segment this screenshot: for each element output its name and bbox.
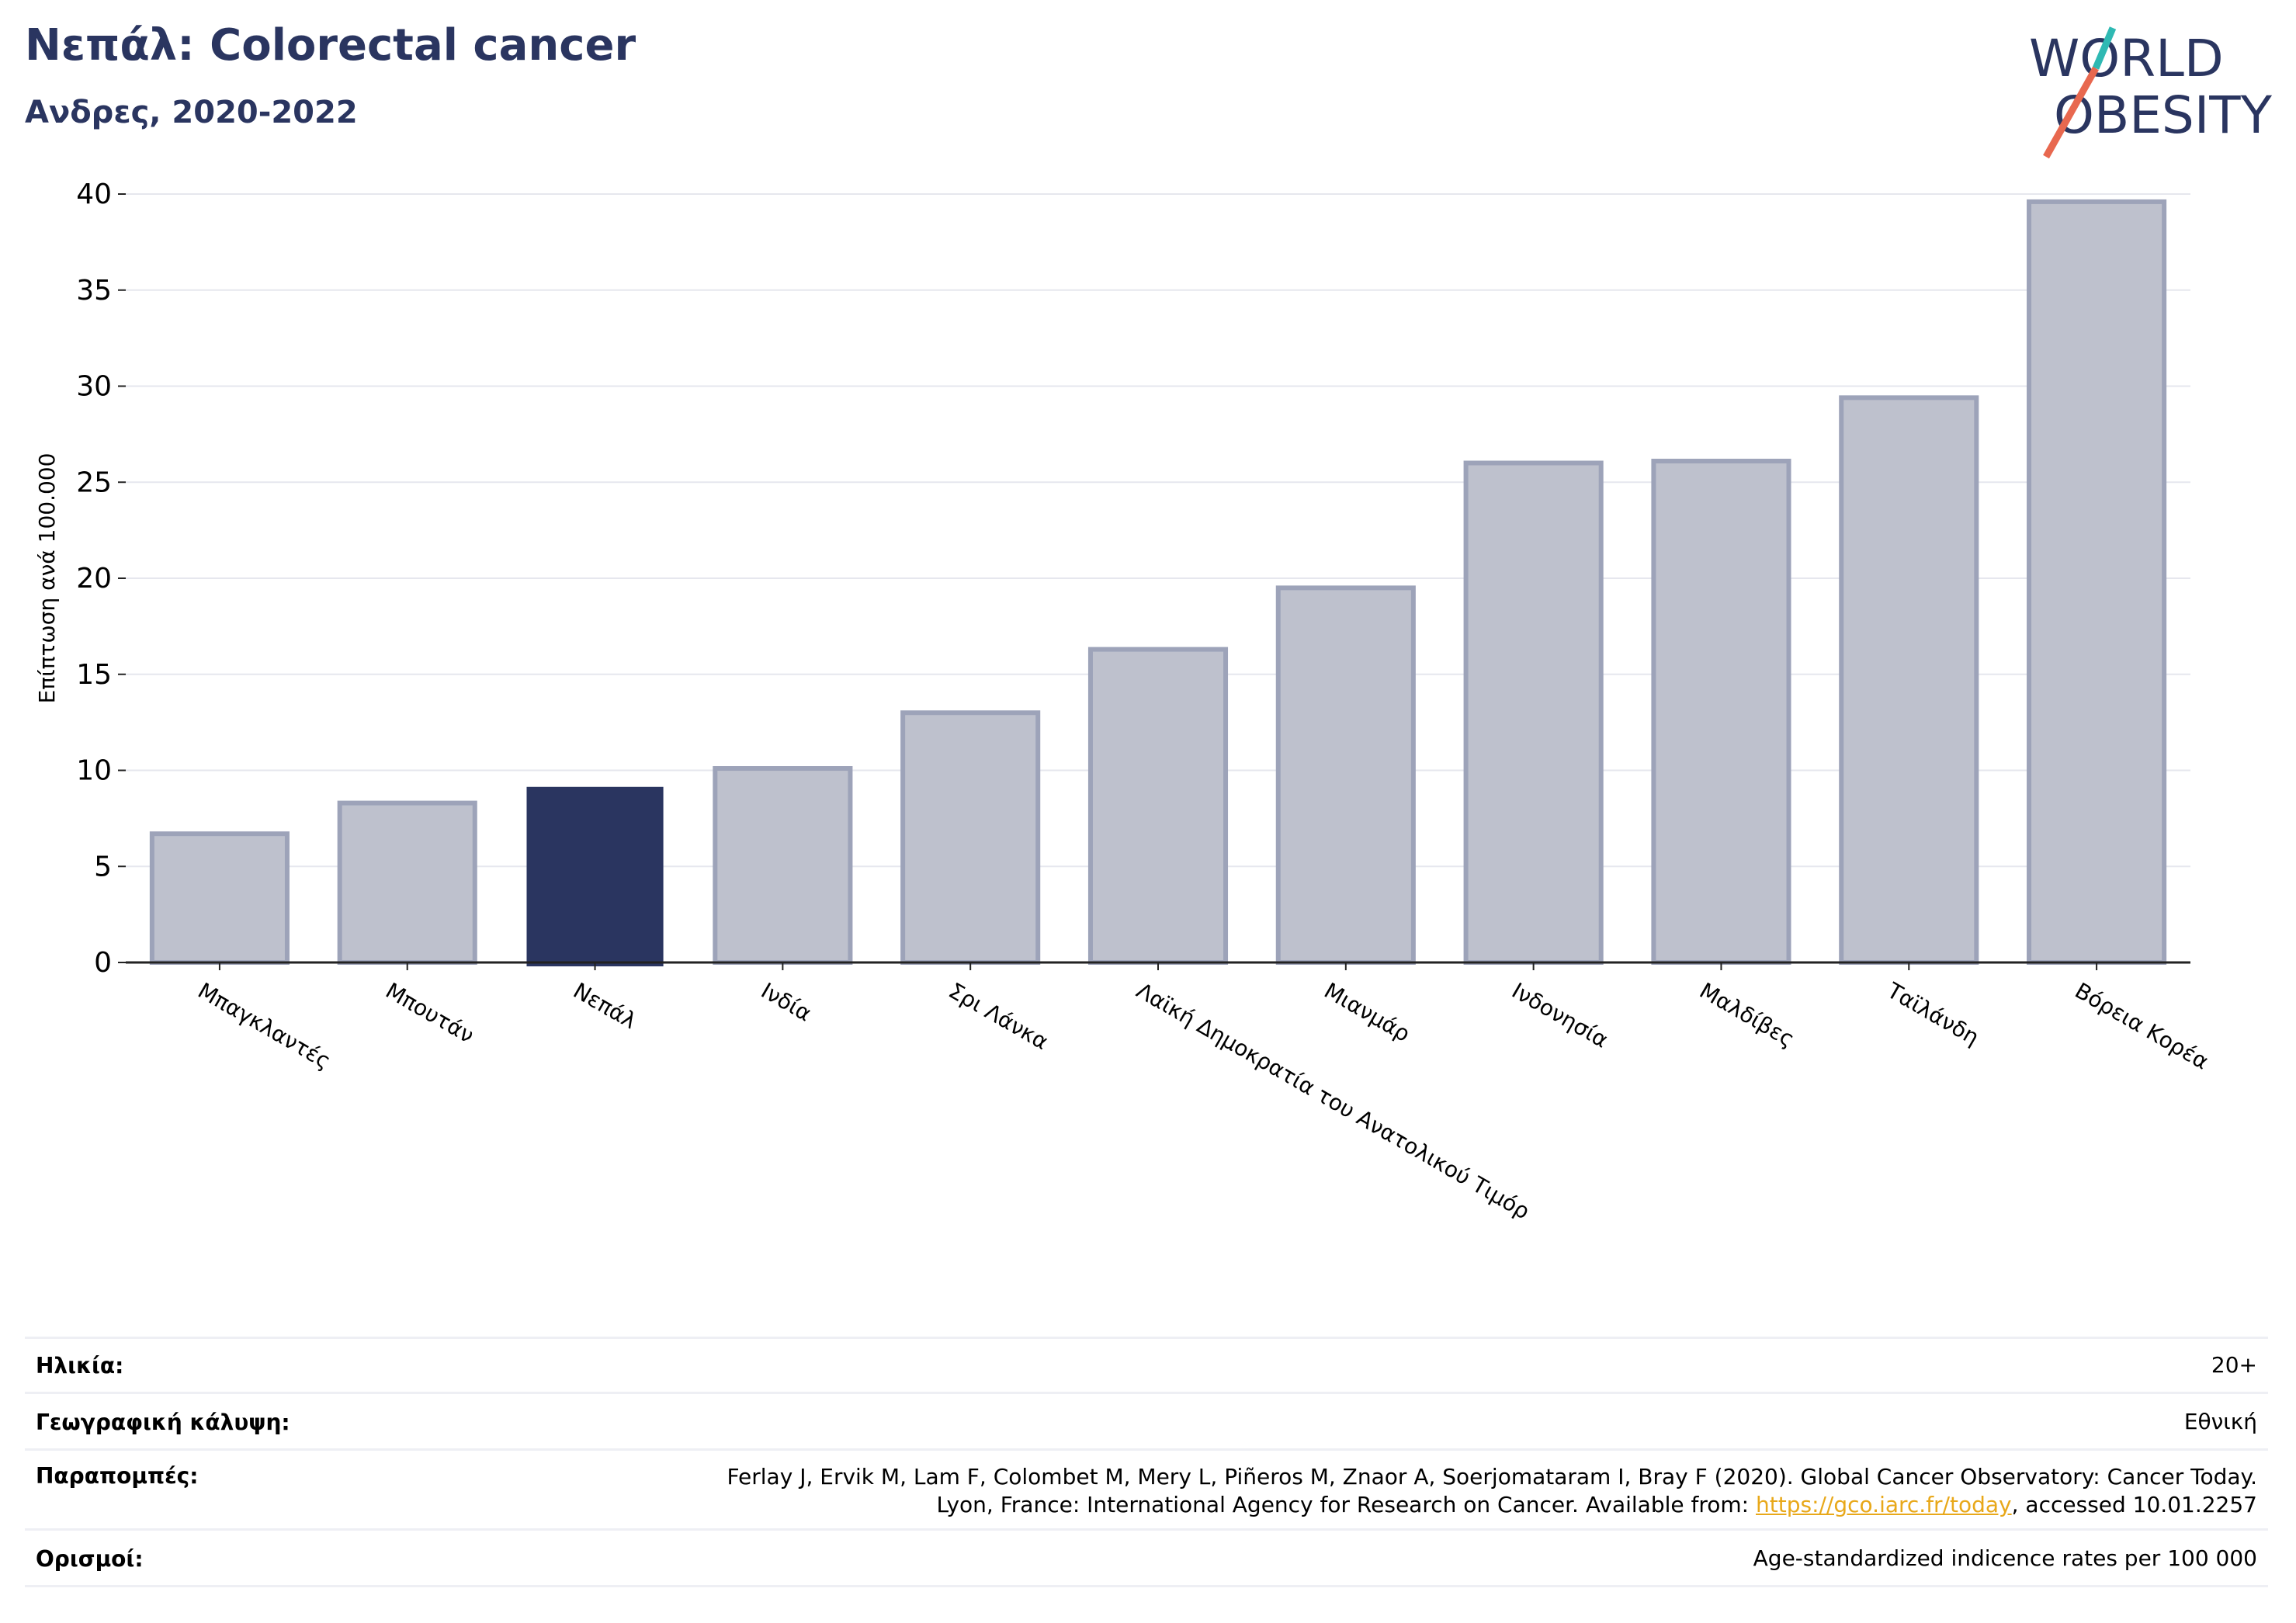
bar-6 (1087, 647, 1229, 965)
info-row-definitions: Ορισμοί: Age-standardized indicence rate… (25, 1528, 2268, 1587)
logo-slash-teal (2092, 26, 2117, 70)
definitions-label: Ορισμοί: (36, 1546, 144, 1572)
bar-2 (337, 800, 477, 965)
logo-slash-coral (2043, 66, 2099, 159)
x-tick-label: Ινδονησία (1507, 977, 1612, 1053)
x-tick-label: Ινδία (757, 977, 816, 1026)
bar-1 (149, 831, 290, 966)
bar-chart: 0 5 10 15 20 25 30 35 40 Μπαγκλαντές Μπουτάν Νεπάλ Ι… (34, 179, 2214, 1225)
x-tick-label: Μιανμάρ (1320, 977, 1414, 1046)
y-tick-label: 40 (76, 179, 112, 210)
definitions-value: Age-standardized indicence rates per 100… (1753, 1545, 2257, 1571)
references-label: Παραπομπές: (36, 1463, 199, 1489)
axes (118, 193, 2190, 970)
y-tick-label: 5 (94, 851, 112, 883)
references-line2-pre: Lyon, France: International Agency for R… (936, 1492, 1756, 1517)
coverage-label: Γεωγραφική κάλυψη: (36, 1410, 290, 1435)
references-link[interactable]: https://gco.iarc.fr/today (1756, 1492, 2012, 1517)
x-tick-label: Μαλδίβες (1695, 977, 1799, 1052)
bar-9 (1651, 459, 1791, 965)
chart-subtitle: Ανδρες, 2020-2022 (25, 95, 358, 130)
y-tick-label: 10 (76, 755, 112, 787)
references-line1: Ferlay J, Ervik M, Lam F, Colombet M, Me… (727, 1464, 2257, 1489)
info-table: Ηλικία: 20+ Γεωγραφική κάλυψη: Εθνική Πα… (25, 1337, 2268, 1587)
bar-3 (526, 786, 664, 967)
info-row-age: Ηλικία: 20+ (25, 1337, 2268, 1392)
age-label: Ηλικία: (36, 1353, 124, 1379)
references-line2-post: , accessed 10.01.2257 (2011, 1492, 2257, 1517)
bar-10 (1839, 395, 1979, 965)
logo-word-obesity: OBESITY (2054, 85, 2273, 145)
bar-11 (2027, 199, 2167, 965)
y-axis-label: Επίπτωση ανά 100.000 (34, 453, 60, 704)
y-tick-label: 0 (94, 947, 112, 979)
world-obesity-logo: WORLD OBESITY (2029, 26, 2273, 159)
x-tick-label: Βόρεια Κορέα (2071, 977, 2214, 1074)
x-tick-label: Μπουτάν (381, 977, 478, 1048)
chart-title: Νεπάλ: Colorectal cancer (25, 20, 636, 71)
y-tick-label: 25 (76, 466, 112, 498)
logo-word-world: WORLD (2029, 29, 2224, 88)
info-row-references: Παραπομπές: Ferlay J, Ervik M, Lam F, Co… (25, 1448, 2268, 1528)
x-tick-label: Ταϊλάνδη (1882, 977, 1983, 1050)
bar-7 (1275, 585, 1416, 965)
references-value: Ferlay J, Ervik M, Lam F, Colombet M, Me… (727, 1463, 2257, 1519)
x-tick-label: Μπαγκλαντές (193, 977, 335, 1073)
y-tick-label: 30 (76, 371, 112, 403)
x-tick-label: Νεπάλ (569, 977, 641, 1034)
x-tick-label: Λαϊκή Δημοκρατία του Ανατολικού Τιμόρ (1132, 977, 1535, 1224)
bars (149, 199, 2167, 967)
y-tick-label: 15 (76, 659, 112, 691)
y-tick-label: 35 (76, 275, 112, 307)
age-value: 20+ (2211, 1352, 2257, 1378)
info-row-coverage: Γεωγραφική κάλυψη: Εθνική (25, 1392, 2268, 1448)
bar-5 (900, 710, 1041, 965)
coverage-value: Εθνική (2183, 1409, 2257, 1434)
bar-8 (1463, 460, 1604, 965)
bar-4 (713, 766, 853, 966)
x-tick-label: Σρι Λάνκα (945, 977, 1053, 1055)
y-tick-label: 20 (76, 563, 112, 595)
